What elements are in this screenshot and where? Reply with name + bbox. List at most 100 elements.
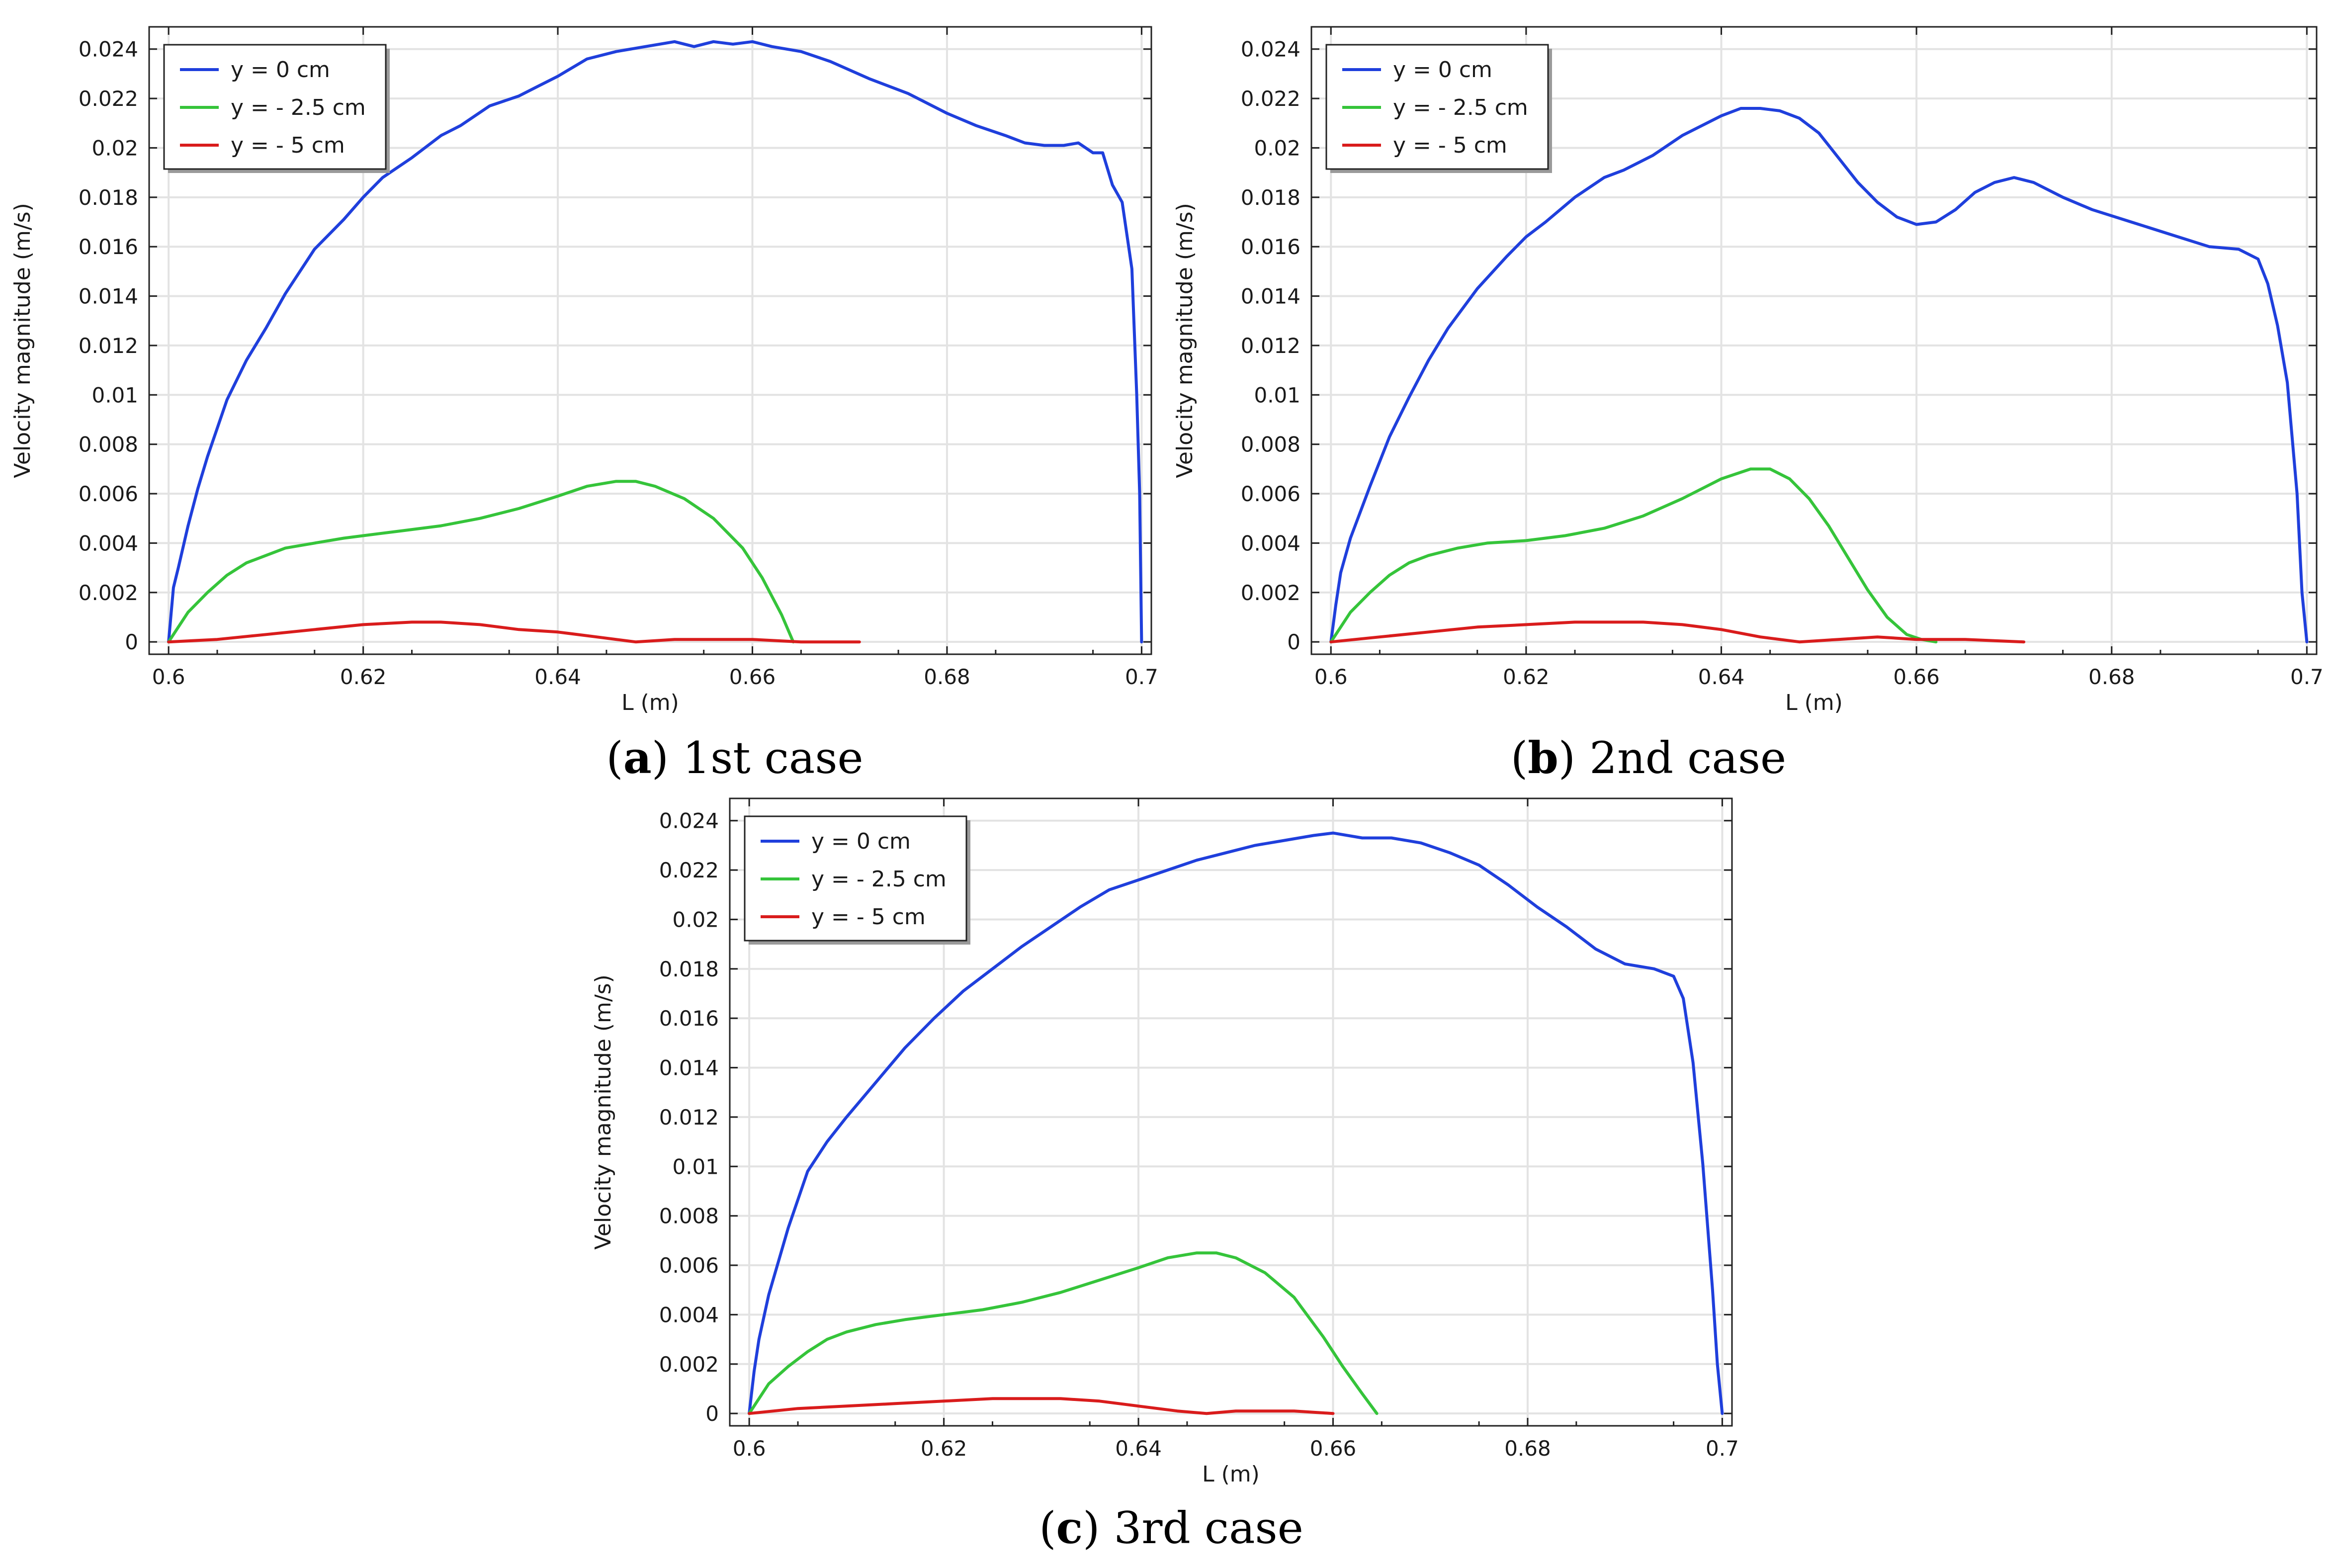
x-tick-label: 0.66 [1893,665,1940,689]
caption-paren-open: ( [1511,732,1528,784]
y-tick-label: 0.012 [1241,334,1300,358]
y-tick-label: 0.008 [1241,433,1300,457]
caption-text: 1st case [683,732,863,784]
chart-panel-b: 0.6 0.62 0.64 0.66 0.68 0.7 0 0.002 0.004 0.006 0.… [1172,26,2324,784]
x-tick-label: 0.64 [1698,665,1745,689]
series-line-0 [1329,107,2309,644]
y-tick-label: 0.006 [659,1253,719,1278]
x-tick-label: 0.64 [1115,1436,1162,1461]
y-tick-label: 0.02 [672,907,719,932]
y-tick-label: 0.008 [79,433,138,457]
legend: y = 0 cm y = - 2.5 cm y = - 5 cm [1325,44,1552,173]
series-line-2 [1329,620,2026,644]
legend-label-2: y = - 5 cm [231,133,345,158]
x-tick-label: 0.6 [1314,665,1348,689]
caption-paren-close: ) [652,732,683,784]
caption-letter: b [1528,732,1558,784]
y-tick-label: 0.024 [659,809,719,833]
y-tick-label: 0.02 [91,136,138,160]
y-tick-label: 0.022 [79,87,138,111]
x-tick-label: 0.7 [1125,665,1158,689]
y-axis-title: Velocity magnitude (m/s) [591,974,616,1250]
x-tick-label: 0.66 [1310,1436,1357,1461]
caption-paren-close: ) [1558,732,1589,784]
caption-text: 2nd case [1589,732,1786,784]
x-tick-label: 0.7 [2290,665,2324,689]
y-tick-label: 0.02 [1254,136,1300,160]
x-tick-label: 0.6 [152,665,185,689]
caption-paren-close: ) [1083,1502,1114,1554]
y-tick-label: 0.004 [79,531,138,555]
legend-label-0: y = 0 cm [231,57,330,83]
x-tick-label: 0.62 [1503,665,1550,689]
series-line-1 [748,1251,1379,1415]
y-tick-label: 0.01 [1254,383,1300,407]
x-tick-label: 0.62 [921,1436,967,1461]
series-line-2 [167,620,861,644]
x-tick-label: 0.7 [1706,1436,1739,1461]
x-tick-label: 0.64 [534,665,581,689]
y-tick-label: 0.004 [659,1303,719,1327]
y-tick-label: 0.006 [1241,482,1300,506]
plot-frame [729,797,1733,1427]
y-tick-label: 0.018 [79,185,138,210]
y-tick-label: 0.024 [79,37,138,62]
legend-label-1: y = - 2.5 cm [811,867,947,892]
y-tick-label: 0.01 [672,1154,719,1179]
y-tick-label: 0.014 [1241,284,1300,309]
plot-frame [1310,26,2318,655]
y-tick-label: 0 [1287,630,1300,654]
caption-paren-open: ( [606,732,623,784]
chart-panel-a: 0.6 0.62 0.64 0.66 0.68 0.7 0 0.002 0.004 0.006 0.… [10,26,1158,784]
y-tick-label: 0.018 [659,957,719,981]
caption-letter: a [623,732,652,784]
legend-label-2: y = - 5 cm [811,904,926,930]
x-tick-label: 0.68 [1504,1436,1551,1461]
y-tick-label: 0.016 [79,235,138,259]
y-tick-label: 0.006 [79,482,138,506]
legend-label-0: y = 0 cm [1393,57,1492,83]
series-line-2 [748,1397,1335,1415]
y-axis-title: Velocity magnitude (m/s) [1172,203,1198,478]
panel-caption: (c) 3rd case [1039,1502,1303,1554]
chart-panel-c: 0.6 0.62 0.64 0.66 0.68 0.7 0 0.002 0.004 0.006 0.… [591,797,1739,1554]
y-tick-label: 0.008 [659,1204,719,1228]
panel-caption: (a) 1st case [606,732,863,784]
legend-label-2: y = - 5 cm [1393,133,1507,158]
x-axis-title: L (m) [1785,690,1843,715]
legend: y = 0 cm y = - 2.5 cm y = - 5 cm [744,815,970,945]
y-tick-label: 0.002 [79,581,138,605]
legend: y = 0 cm y = - 2.5 cm y = - 5 cm [163,44,390,173]
y-tick-label: 0.024 [1241,37,1300,62]
y-tick-label: 0.014 [79,284,138,309]
x-tick-label: 0.68 [2088,665,2135,689]
x-tick-label: 0.68 [924,665,970,689]
x-axis-title: L (m) [621,690,679,715]
caption-paren-open: ( [1039,1502,1056,1554]
y-tick-label: 0.022 [1241,87,1300,111]
y-tick-label: 0 [125,630,138,654]
legend-label-1: y = - 2.5 cm [1393,95,1528,120]
plot-frame [148,26,1152,655]
y-tick-label: 0.016 [1241,235,1300,259]
y-tick-label: 0.022 [659,858,719,882]
caption-text: 3rd case [1114,1502,1303,1554]
y-tick-label: 0.002 [659,1352,719,1377]
y-tick-label: 0.014 [659,1056,719,1080]
x-tick-label: 0.66 [729,665,776,689]
y-tick-label: 0.002 [1241,581,1300,605]
y-tick-label: 0.016 [659,1006,719,1031]
y-tick-label: 0.018 [1241,185,1300,210]
y-tick-label: 0 [705,1401,719,1426]
y-axis-title: Velocity magnitude (m/s) [10,203,35,478]
legend-label-0: y = 0 cm [811,829,911,854]
y-tick-label: 0.004 [1241,531,1300,555]
x-axis-title: L (m) [1202,1462,1260,1487]
y-tick-label: 0.01 [91,383,138,407]
series-line-1 [167,480,795,644]
series-line-1 [1329,467,1938,644]
series-line-0 [748,831,1724,1415]
x-tick-label: 0.6 [733,1436,766,1461]
y-tick-label: 0.012 [79,334,138,358]
legend-label-1: y = - 2.5 cm [231,95,366,120]
